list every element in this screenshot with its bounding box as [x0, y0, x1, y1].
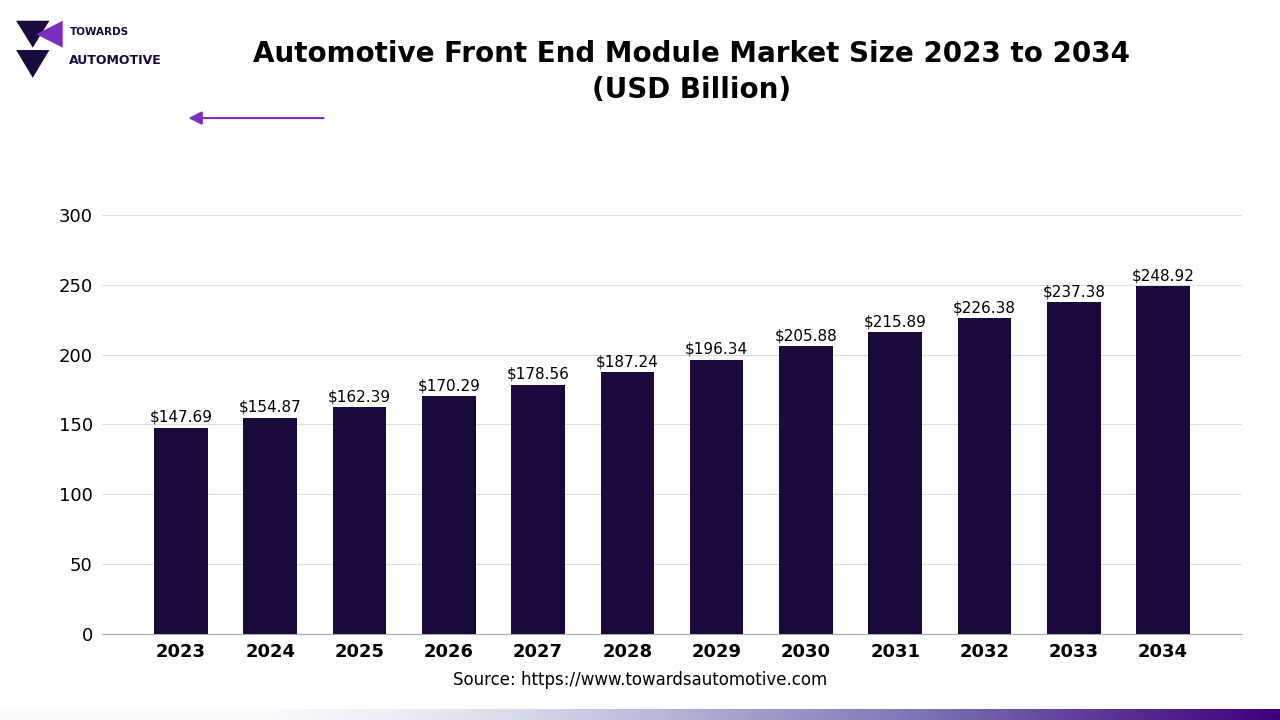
Text: $178.56: $178.56: [507, 366, 570, 382]
Text: $162.39: $162.39: [328, 390, 392, 404]
Polygon shape: [36, 21, 63, 48]
Bar: [957, 318, 1011, 634]
Bar: [690, 360, 744, 634]
Text: AUTOMOTIVE: AUTOMOTIVE: [69, 54, 163, 67]
Bar: [1047, 302, 1101, 634]
Text: $170.29: $170.29: [417, 378, 480, 393]
Bar: [600, 372, 654, 634]
Text: $237.38: $237.38: [1042, 284, 1105, 300]
Polygon shape: [17, 50, 50, 78]
Text: TOWARDS: TOWARDS: [69, 27, 128, 37]
Bar: [780, 346, 833, 634]
Text: Source: https://www.towardsautomotive.com: Source: https://www.towardsautomotive.co…: [453, 671, 827, 690]
Text: $248.92: $248.92: [1132, 269, 1194, 284]
Bar: [511, 384, 564, 634]
Bar: [333, 407, 387, 634]
Bar: [154, 428, 207, 634]
Text: $196.34: $196.34: [685, 342, 749, 357]
Text: (USD Billion): (USD Billion): [591, 76, 791, 104]
Text: $226.38: $226.38: [954, 300, 1016, 315]
Text: $187.24: $187.24: [596, 355, 659, 369]
Bar: [422, 396, 476, 634]
Bar: [868, 333, 922, 634]
Bar: [1137, 287, 1190, 634]
Polygon shape: [17, 21, 50, 48]
Text: $147.69: $147.69: [150, 410, 212, 425]
Text: Automotive Front End Module Market Size 2023 to 2034: Automotive Front End Module Market Size …: [252, 40, 1130, 68]
Text: $215.89: $215.89: [864, 315, 927, 330]
Text: $154.87: $154.87: [239, 400, 302, 415]
Text: $205.88: $205.88: [774, 328, 837, 343]
Bar: [243, 418, 297, 634]
